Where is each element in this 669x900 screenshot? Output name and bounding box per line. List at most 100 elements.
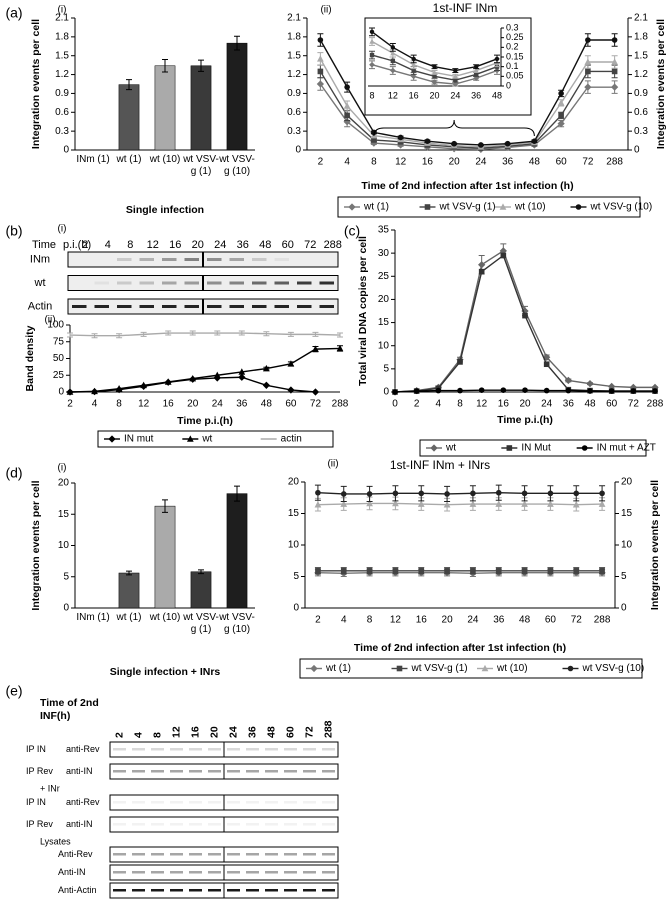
series-line — [317, 492, 603, 495]
marker — [522, 387, 528, 393]
gel-band — [274, 281, 289, 285]
sub-panel-label: (ii) — [327, 459, 338, 470]
inset-x-tick-label: 36 — [471, 90, 481, 100]
chart-title: 1st-INF INm + INrs — [390, 458, 490, 472]
y-tick-label: 0.3 — [634, 126, 648, 137]
blot-band — [189, 853, 202, 856]
x-tick-label: 4 — [92, 399, 98, 410]
gel-band — [252, 258, 267, 261]
x-tick-label: wt (10) — [149, 612, 181, 623]
x-tick-label: 8 — [367, 615, 373, 626]
y-axis-label: Integration events per cell — [649, 480, 661, 610]
y-tick-label: 20 — [288, 477, 300, 488]
series-line — [394, 254, 655, 393]
y-tick-label: 5 — [383, 363, 389, 374]
bar — [154, 505, 176, 609]
blot-band — [113, 823, 126, 826]
blot-band — [227, 889, 240, 892]
blot-band — [265, 853, 278, 856]
blot-band — [246, 889, 259, 892]
gel-band — [207, 258, 222, 261]
inset-y-tick-label: 0.05 — [506, 71, 524, 81]
inset-y-tick-label: 0.2 — [506, 42, 519, 52]
marker — [521, 490, 528, 497]
error-bar — [234, 485, 240, 502]
blot-band — [132, 889, 145, 892]
y-tick-label: 20 — [621, 477, 633, 488]
blot-band — [151, 748, 164, 751]
antibody-label: anti-Rev — [66, 744, 100, 754]
x-tick-label-box: wt VSV-g (1) — [183, 612, 219, 635]
x-tick-label: wt VSV-g (1) — [183, 612, 219, 635]
marker — [317, 68, 324, 75]
antibody-label: Anti-IN — [58, 867, 86, 877]
group-label: + INr — [40, 783, 60, 793]
marker — [213, 371, 221, 379]
blot-band — [170, 770, 183, 773]
x-tick-label: 2 — [315, 615, 321, 626]
error-bar — [234, 35, 240, 51]
sub-panel-label: (i) — [58, 5, 67, 16]
marker — [91, 387, 98, 395]
marker — [186, 435, 194, 442]
y-tick-label: 1.5 — [287, 50, 301, 61]
gel-band — [207, 305, 222, 308]
marker — [396, 665, 403, 672]
blot-band — [246, 853, 259, 856]
y-tick-label: 25 — [378, 271, 390, 282]
marker — [413, 388, 420, 394]
lane-label: 2 — [113, 732, 125, 738]
blot-band — [132, 770, 145, 773]
marker — [470, 490, 476, 497]
x-tick-label-box: wt VSV-g (10) — [219, 154, 255, 177]
bar — [226, 42, 248, 151]
x-tick-label: 72 — [582, 157, 594, 168]
y-tick-label: 15 — [288, 508, 300, 519]
marker — [431, 79, 438, 85]
blot-band — [322, 823, 335, 826]
lane-label: 72 — [304, 239, 316, 251]
blot-band — [284, 770, 297, 773]
x-tick-label: 8 — [371, 157, 377, 168]
panel-label: (a) — [5, 5, 22, 21]
x-tick-label: 2 — [318, 157, 324, 168]
y-tick-label: 30 — [378, 248, 390, 259]
series-line — [394, 249, 655, 393]
marker — [238, 368, 246, 375]
marker — [115, 385, 123, 392]
y-tick-label: 0 — [63, 145, 69, 156]
brace — [373, 119, 535, 137]
marker — [547, 490, 554, 497]
blot-band — [132, 853, 145, 856]
legend-frame — [299, 658, 643, 679]
blot-band — [189, 748, 202, 751]
panel-label: (e) — [5, 683, 22, 699]
row-label: wt — [34, 277, 46, 289]
marker — [417, 500, 425, 507]
blot-band — [170, 871, 183, 874]
series-line — [317, 572, 603, 575]
y-tick-label: 15 — [378, 317, 390, 328]
gel-band — [162, 281, 177, 285]
blot-header: INF(h) — [40, 710, 70, 722]
x-tick-label: 60 — [285, 399, 297, 410]
x-tick-label: 36 — [502, 157, 514, 168]
x-tick-label: 36 — [236, 399, 248, 410]
marker — [396, 141, 405, 149]
marker — [457, 387, 463, 394]
marker — [424, 138, 431, 144]
blot-band — [132, 823, 145, 826]
marker — [444, 491, 450, 497]
error-bar — [287, 331, 294, 337]
marker — [314, 501, 322, 508]
legend-label: IN mut — [124, 434, 154, 445]
lane-label: 16 — [189, 726, 201, 738]
marker — [581, 445, 588, 451]
ip-label: IP Rev — [26, 766, 53, 776]
y-tick-label: 0 — [293, 603, 299, 614]
marker — [392, 568, 399, 574]
marker — [473, 75, 480, 82]
inset-x-tick-label: 48 — [492, 90, 502, 100]
blot-band — [151, 853, 164, 856]
blot-band — [303, 889, 316, 892]
